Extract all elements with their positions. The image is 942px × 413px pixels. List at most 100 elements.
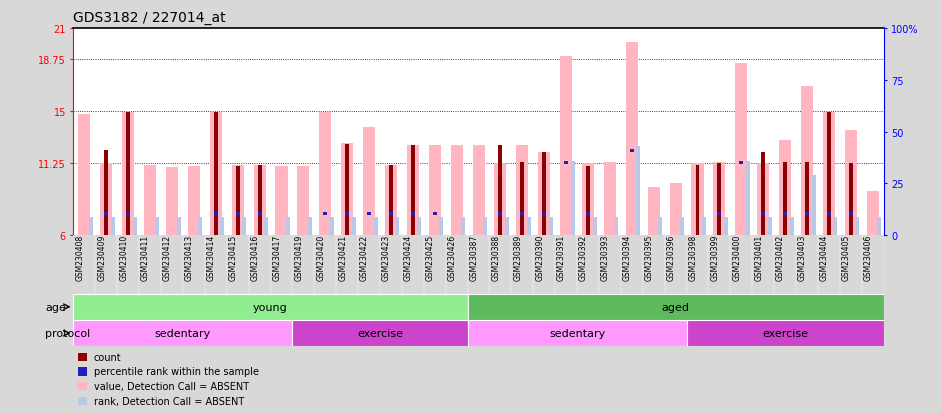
Bar: [739, 162, 743, 165]
Bar: [176, 217, 181, 235]
Bar: [345, 212, 349, 216]
Bar: [527, 217, 531, 235]
Bar: [323, 212, 327, 216]
Bar: [232, 165, 244, 235]
Bar: [867, 192, 879, 235]
Bar: [462, 217, 465, 235]
Bar: [718, 212, 722, 216]
Bar: [389, 165, 393, 235]
Bar: [77, 396, 88, 405]
Bar: [801, 87, 813, 235]
Bar: [351, 217, 356, 235]
Bar: [257, 165, 262, 235]
Bar: [538, 153, 550, 235]
Text: exercise: exercise: [357, 328, 403, 338]
Bar: [516, 145, 528, 235]
Bar: [122, 112, 134, 235]
Bar: [363, 128, 375, 235]
Bar: [761, 212, 765, 216]
Bar: [614, 217, 619, 235]
Bar: [520, 212, 525, 216]
Bar: [746, 161, 750, 235]
Bar: [77, 382, 88, 390]
Bar: [680, 217, 684, 235]
Bar: [586, 167, 590, 235]
Text: aged: aged: [661, 302, 690, 312]
Bar: [199, 217, 203, 235]
Bar: [389, 212, 393, 216]
Bar: [560, 57, 572, 235]
Bar: [564, 162, 568, 165]
Bar: [768, 217, 771, 235]
Bar: [637, 147, 641, 235]
Bar: [718, 164, 722, 235]
Bar: [549, 217, 553, 235]
Bar: [498, 145, 502, 235]
Bar: [78, 114, 90, 235]
Bar: [439, 217, 444, 235]
Bar: [789, 217, 793, 235]
Bar: [73, 320, 292, 347]
Bar: [695, 165, 700, 235]
Text: protocol: protocol: [45, 328, 90, 338]
Bar: [520, 163, 525, 235]
Bar: [805, 212, 809, 216]
Bar: [757, 164, 770, 235]
Bar: [407, 145, 419, 235]
Bar: [77, 368, 88, 375]
Bar: [411, 212, 414, 216]
Text: rank, Detection Call = ABSENT: rank, Detection Call = ABSENT: [93, 396, 244, 406]
Bar: [473, 145, 484, 235]
Text: percentile rank within the sample: percentile rank within the sample: [93, 367, 259, 377]
Bar: [100, 164, 112, 235]
Bar: [133, 217, 137, 235]
Text: GDS3182 / 227014_at: GDS3182 / 227014_at: [73, 11, 226, 25]
Bar: [144, 165, 156, 235]
Bar: [736, 63, 747, 235]
Bar: [658, 217, 662, 235]
Text: value, Detection Call = ABSENT: value, Detection Call = ABSENT: [93, 381, 249, 391]
Bar: [374, 217, 378, 235]
Bar: [779, 140, 791, 235]
Bar: [341, 143, 353, 235]
Bar: [236, 167, 239, 235]
Bar: [187, 167, 200, 235]
Bar: [582, 164, 594, 235]
Bar: [834, 217, 837, 235]
Bar: [877, 217, 881, 235]
Bar: [298, 167, 309, 235]
Text: sedentary: sedentary: [549, 328, 605, 338]
Bar: [495, 164, 507, 235]
Bar: [812, 176, 816, 235]
Bar: [126, 212, 130, 216]
Bar: [849, 212, 853, 216]
Bar: [505, 217, 509, 235]
Bar: [761, 153, 765, 235]
Bar: [845, 131, 857, 235]
Bar: [783, 163, 787, 235]
Bar: [724, 217, 728, 235]
Bar: [105, 150, 108, 235]
Bar: [593, 217, 596, 235]
Bar: [417, 217, 421, 235]
Bar: [166, 168, 178, 235]
Bar: [432, 212, 437, 216]
Text: age: age: [45, 302, 66, 312]
Bar: [625, 43, 638, 235]
Bar: [308, 217, 312, 235]
Bar: [385, 165, 397, 235]
Bar: [571, 161, 575, 235]
Bar: [467, 320, 687, 347]
Bar: [345, 145, 349, 235]
Bar: [543, 153, 546, 235]
Bar: [429, 145, 441, 235]
Bar: [264, 217, 268, 235]
Bar: [236, 212, 239, 216]
Bar: [257, 212, 262, 216]
Bar: [319, 112, 332, 235]
Bar: [702, 217, 706, 235]
Bar: [630, 150, 634, 152]
Bar: [77, 353, 88, 361]
Bar: [648, 188, 659, 235]
Bar: [126, 112, 130, 235]
